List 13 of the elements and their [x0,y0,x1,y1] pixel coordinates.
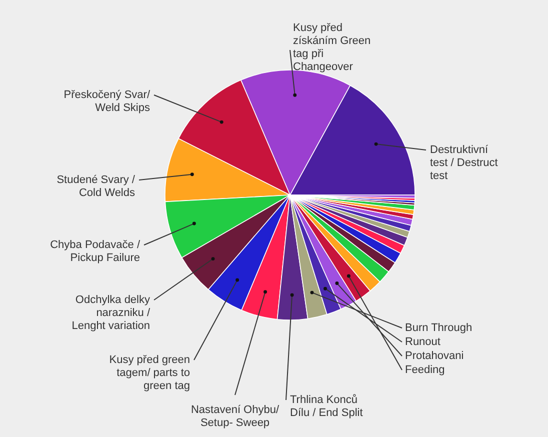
slice-label: Runout [405,336,440,348]
slice-label: Burn Through [405,322,472,334]
slice-label: Trhlina Konců Dílu / End Split [290,394,363,419]
slice-label: Kusy před green tagem/ parts to green tag [109,354,190,392]
slice-label: Kusy před získáním Green tag při Changeover [293,22,371,73]
slice-label: Studené Svary / Cold Welds [56,174,136,199]
slice-label: Protahovani [405,350,464,362]
slice-label: Nastavení Ohybu/ Setup- Sweep [190,404,280,429]
slice-label: Přeskočený Svar/ Weld Skips [64,89,151,114]
slice-label: Destruktivní test / Destruct test [430,144,498,182]
slice-label: Feeding [405,364,445,376]
slice-label: Odchylka delky narazniku / Lenght variation [72,294,151,332]
slice-label: Chyba Podavače / Pickup Failure [50,239,141,264]
